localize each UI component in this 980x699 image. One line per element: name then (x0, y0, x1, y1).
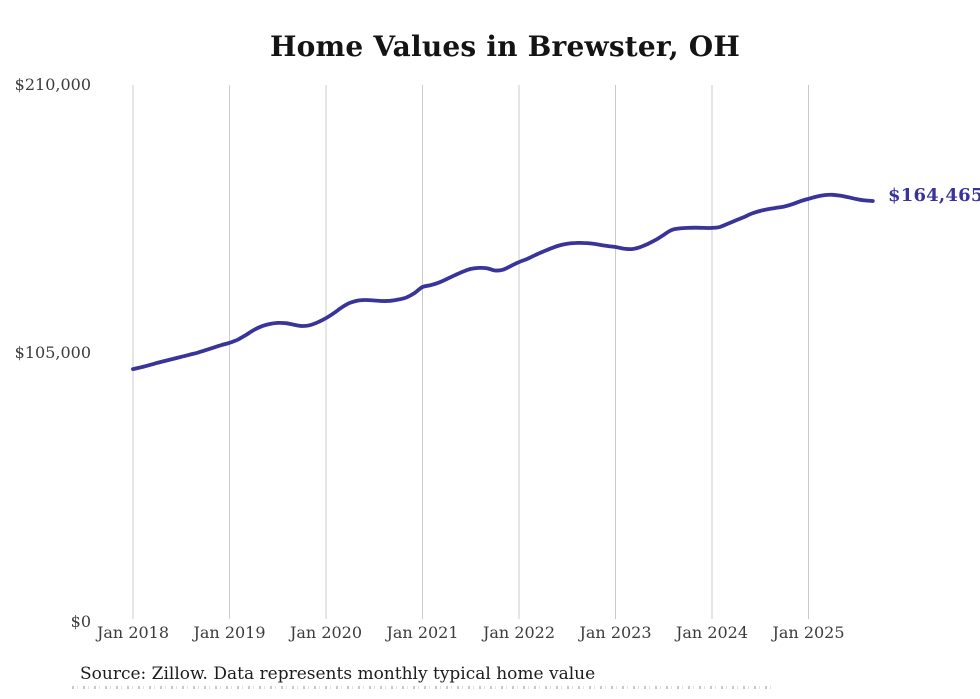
y-axis-tick-label-105000: $105,000 (14, 343, 91, 362)
latest-value-label: $164,465 (888, 185, 980, 206)
x-axis-tick-label-jan-2019: Jan 2019 (193, 623, 266, 642)
y-axis-tick-label-210000: $210,000 (14, 75, 91, 94)
x-axis-tick-label-jan-2018: Jan 2018 (96, 623, 170, 642)
chart-title: Home Values in Brewster, OH (270, 30, 740, 63)
cutoff-text-artifact (72, 686, 772, 689)
x-axis-tick-label-jan-2020: Jan 2020 (289, 623, 363, 642)
home-value-line-series (131, 192, 875, 371)
y-axis-tick-label-0: $0 (70, 612, 91, 631)
x-axis-tick-label-jan-2025: Jan 2025 (772, 623, 845, 642)
x-axis-tick-label-jan-2024: Jan 2024 (675, 623, 749, 642)
x-axis-tick-label-jan-2021: Jan 2021 (386, 623, 459, 642)
x-axis-tick-label-jan-2023: Jan 2023 (579, 623, 652, 642)
source-attribution: Source: Zillow. Data represents monthly … (80, 664, 596, 684)
x-axis-tick-label-jan-2022: Jan 2022 (482, 623, 556, 642)
